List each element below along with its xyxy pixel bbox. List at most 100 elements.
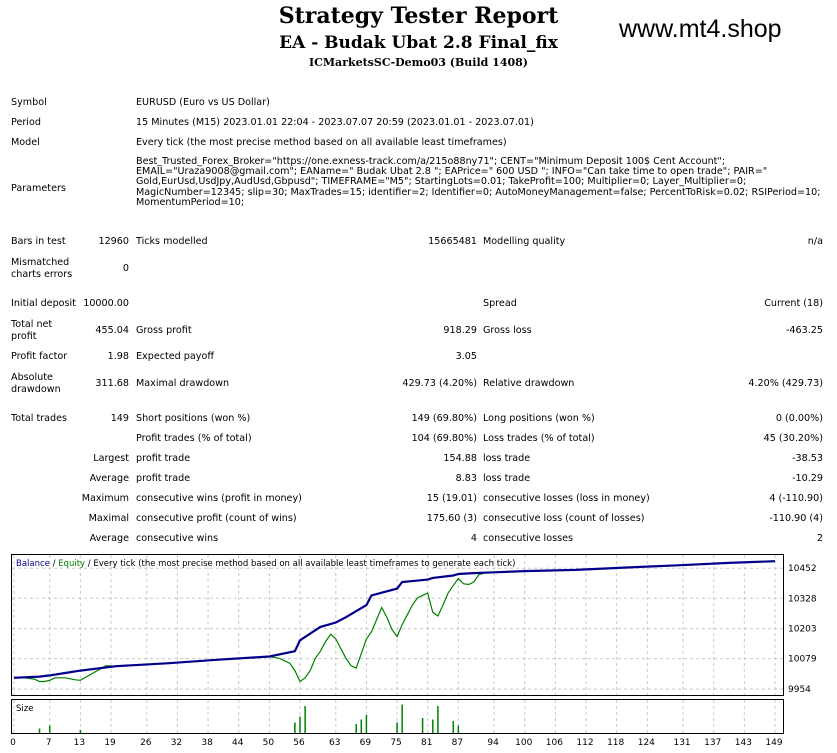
expected-payoff-label: Expected payoff xyxy=(136,351,214,362)
x-tick-label: 26 xyxy=(140,738,152,748)
x-tick-label: 32 xyxy=(171,738,182,748)
y-tick-label: 10328 xyxy=(788,594,817,604)
maximum-label: Maximum xyxy=(81,493,129,504)
abs-drawdown-label-2: drawdown xyxy=(11,384,61,395)
loss-trades-label: Loss trades (% of total) xyxy=(483,433,595,444)
x-tick-label: 7 xyxy=(46,738,52,748)
max-consec-wins-label: consecutive wins (profit in money) xyxy=(136,493,302,504)
y-tick-label: 10079 xyxy=(788,655,817,665)
total-trades-value: 149 xyxy=(110,413,129,424)
maximal-consec-loss-value: -110.90 (4) xyxy=(769,513,823,524)
short-positions-label: Short positions (won %) xyxy=(136,413,251,424)
x-tick-label: 100 xyxy=(515,738,532,748)
x-tick-label: 38 xyxy=(201,738,213,748)
chart-legend: Balance / Equity / Every tick (the most … xyxy=(16,559,515,569)
y-tick-label: 9954 xyxy=(788,685,811,695)
profit-factor-label: Profit factor xyxy=(11,351,68,362)
x-tick-label: 13 xyxy=(74,738,85,748)
x-tick-label: 143 xyxy=(735,738,752,748)
quality-value: n/a xyxy=(807,236,823,247)
x-tick-label: 118 xyxy=(607,738,624,748)
avg-consec-losses-value: 2 xyxy=(816,533,823,544)
avg-consec-wins-label: consecutive wins xyxy=(136,533,219,544)
max-drawdown-label: Maximal drawdown xyxy=(136,378,230,389)
long-positions-label: Long positions (won %) xyxy=(483,413,595,424)
avg-consec-wins-value: 4 xyxy=(470,533,477,544)
legend-equity: Equity xyxy=(58,559,85,569)
model-value: Every tick (the most precise method base… xyxy=(136,137,507,148)
y-tick-label: 10203 xyxy=(788,625,817,635)
bars-label: Bars in test xyxy=(11,236,66,247)
equity-line xyxy=(14,560,776,683)
gross-loss-label: Gross loss xyxy=(483,325,532,336)
balance-line xyxy=(13,560,776,679)
long-positions-value: 0 (0.00%) xyxy=(775,413,823,424)
ticks-value: 15665481 xyxy=(428,236,477,247)
x-axis: 0 7 13 19 26 32 38 44 50 56 63 69 75 81 87 94 100 106 112 1… xyxy=(10,738,783,748)
size-chart-svg: Size xyxy=(13,700,776,733)
report-title: Strategy Tester Report xyxy=(278,3,559,29)
max-drawdown-value: 429.73 (4.20%) xyxy=(402,378,477,389)
x-tick-label: 112 xyxy=(576,738,593,748)
mismatch-label-2: charts errors xyxy=(11,269,73,280)
max-consec-losses-label: consecutive losses (loss in money) xyxy=(483,493,650,504)
x-tick-label: 44 xyxy=(232,738,244,748)
largest-label: Largest xyxy=(93,453,129,464)
x-tick-label: 75 xyxy=(390,738,401,748)
profit-trades-label: Profit trades (% of total) xyxy=(136,433,252,444)
model-label: Model xyxy=(11,137,40,148)
y-tick-label: 10452 xyxy=(788,564,817,574)
maximal-consec-profit-label: consecutive profit (count of wins) xyxy=(136,513,297,524)
legend-balance: Balance xyxy=(16,559,50,569)
symbol-value: EURUSD (Euro vs US Dollar) xyxy=(136,97,270,108)
rel-drawdown-label: Relative drawdown xyxy=(483,378,575,389)
site-watermark: www.mt4.shop xyxy=(619,15,782,43)
symbol-label: Symbol xyxy=(11,97,47,108)
max-consec-wins-value: 15 (19.01) xyxy=(426,493,477,504)
net-profit-label-2: profit xyxy=(11,331,37,342)
parameters-label: Parameters xyxy=(11,183,66,194)
largest-loss-label: loss trade xyxy=(483,453,531,464)
mismatch-label-1: Mismatched xyxy=(11,257,70,268)
x-tick-label: 106 xyxy=(546,738,563,748)
balance-chart: Balance / Equity / Every tick (the most … xyxy=(11,554,784,696)
largest-profit-label: profit trade xyxy=(136,453,191,464)
abs-drawdown-label-1: Absolute xyxy=(11,372,53,383)
average-consec-label: Average xyxy=(89,533,129,544)
profit-trades-value: 104 (69.80%) xyxy=(411,433,477,444)
period-value: 15 Minutes (M15) 2023.01.01 22:04 - 2023… xyxy=(136,117,534,128)
balance-chart-svg: Balance / Equity / Every tick (the most … xyxy=(12,555,783,695)
x-tick-label: 137 xyxy=(704,738,721,748)
loss-trades-value: 45 (30.20%) xyxy=(763,433,823,444)
short-positions-value: 149 (69.80%) xyxy=(411,413,477,424)
average-profit-label: profit trade xyxy=(136,473,191,484)
net-profit-value: 455.04 xyxy=(95,325,129,336)
parameters-value: Best_Trusted_Forex_Broker="https://one.e… xyxy=(136,156,821,208)
average-profit-value: 8.83 xyxy=(455,473,477,484)
x-tick-label: 81 xyxy=(421,738,432,748)
total-trades-label: Total trades xyxy=(11,413,68,424)
max-consec-losses-value: 4 (-110.90) xyxy=(769,493,823,504)
gross-profit-value: 918.29 xyxy=(443,325,477,336)
y-axis: 10452 10328 10203 10079 9954 xyxy=(788,564,817,695)
x-tick-label: 69 xyxy=(360,738,372,748)
x-tick-label: 63 xyxy=(329,738,340,748)
x-tick-label: 94 xyxy=(487,738,499,748)
largest-loss-value: -38.53 xyxy=(792,453,823,464)
x-tick-label: 124 xyxy=(638,738,655,748)
gross-loss-value: -463.25 xyxy=(785,325,823,336)
average-label: Average xyxy=(89,473,129,484)
x-tick-label: 87 xyxy=(452,738,463,748)
maximal-label: Maximal xyxy=(88,513,129,524)
x-tick-label: 131 xyxy=(673,738,690,748)
gross-profit-label: Gross profit xyxy=(136,325,192,336)
spread-value: Current (18) xyxy=(764,298,823,309)
legend-model: Every tick (the most precise method base… xyxy=(93,559,515,569)
avg-consec-losses-label: consecutive losses xyxy=(483,533,573,544)
mismatch-value: 0 xyxy=(122,263,129,274)
maximal-consec-profit-value: 175.60 (3) xyxy=(426,513,477,524)
x-tick-label: 56 xyxy=(293,738,305,748)
average-loss-label: loss trade xyxy=(483,473,531,484)
ea-name: EA - Budak Ubat 2.8 Final_fix xyxy=(279,33,558,53)
abs-drawdown-value: 311.68 xyxy=(95,378,129,389)
